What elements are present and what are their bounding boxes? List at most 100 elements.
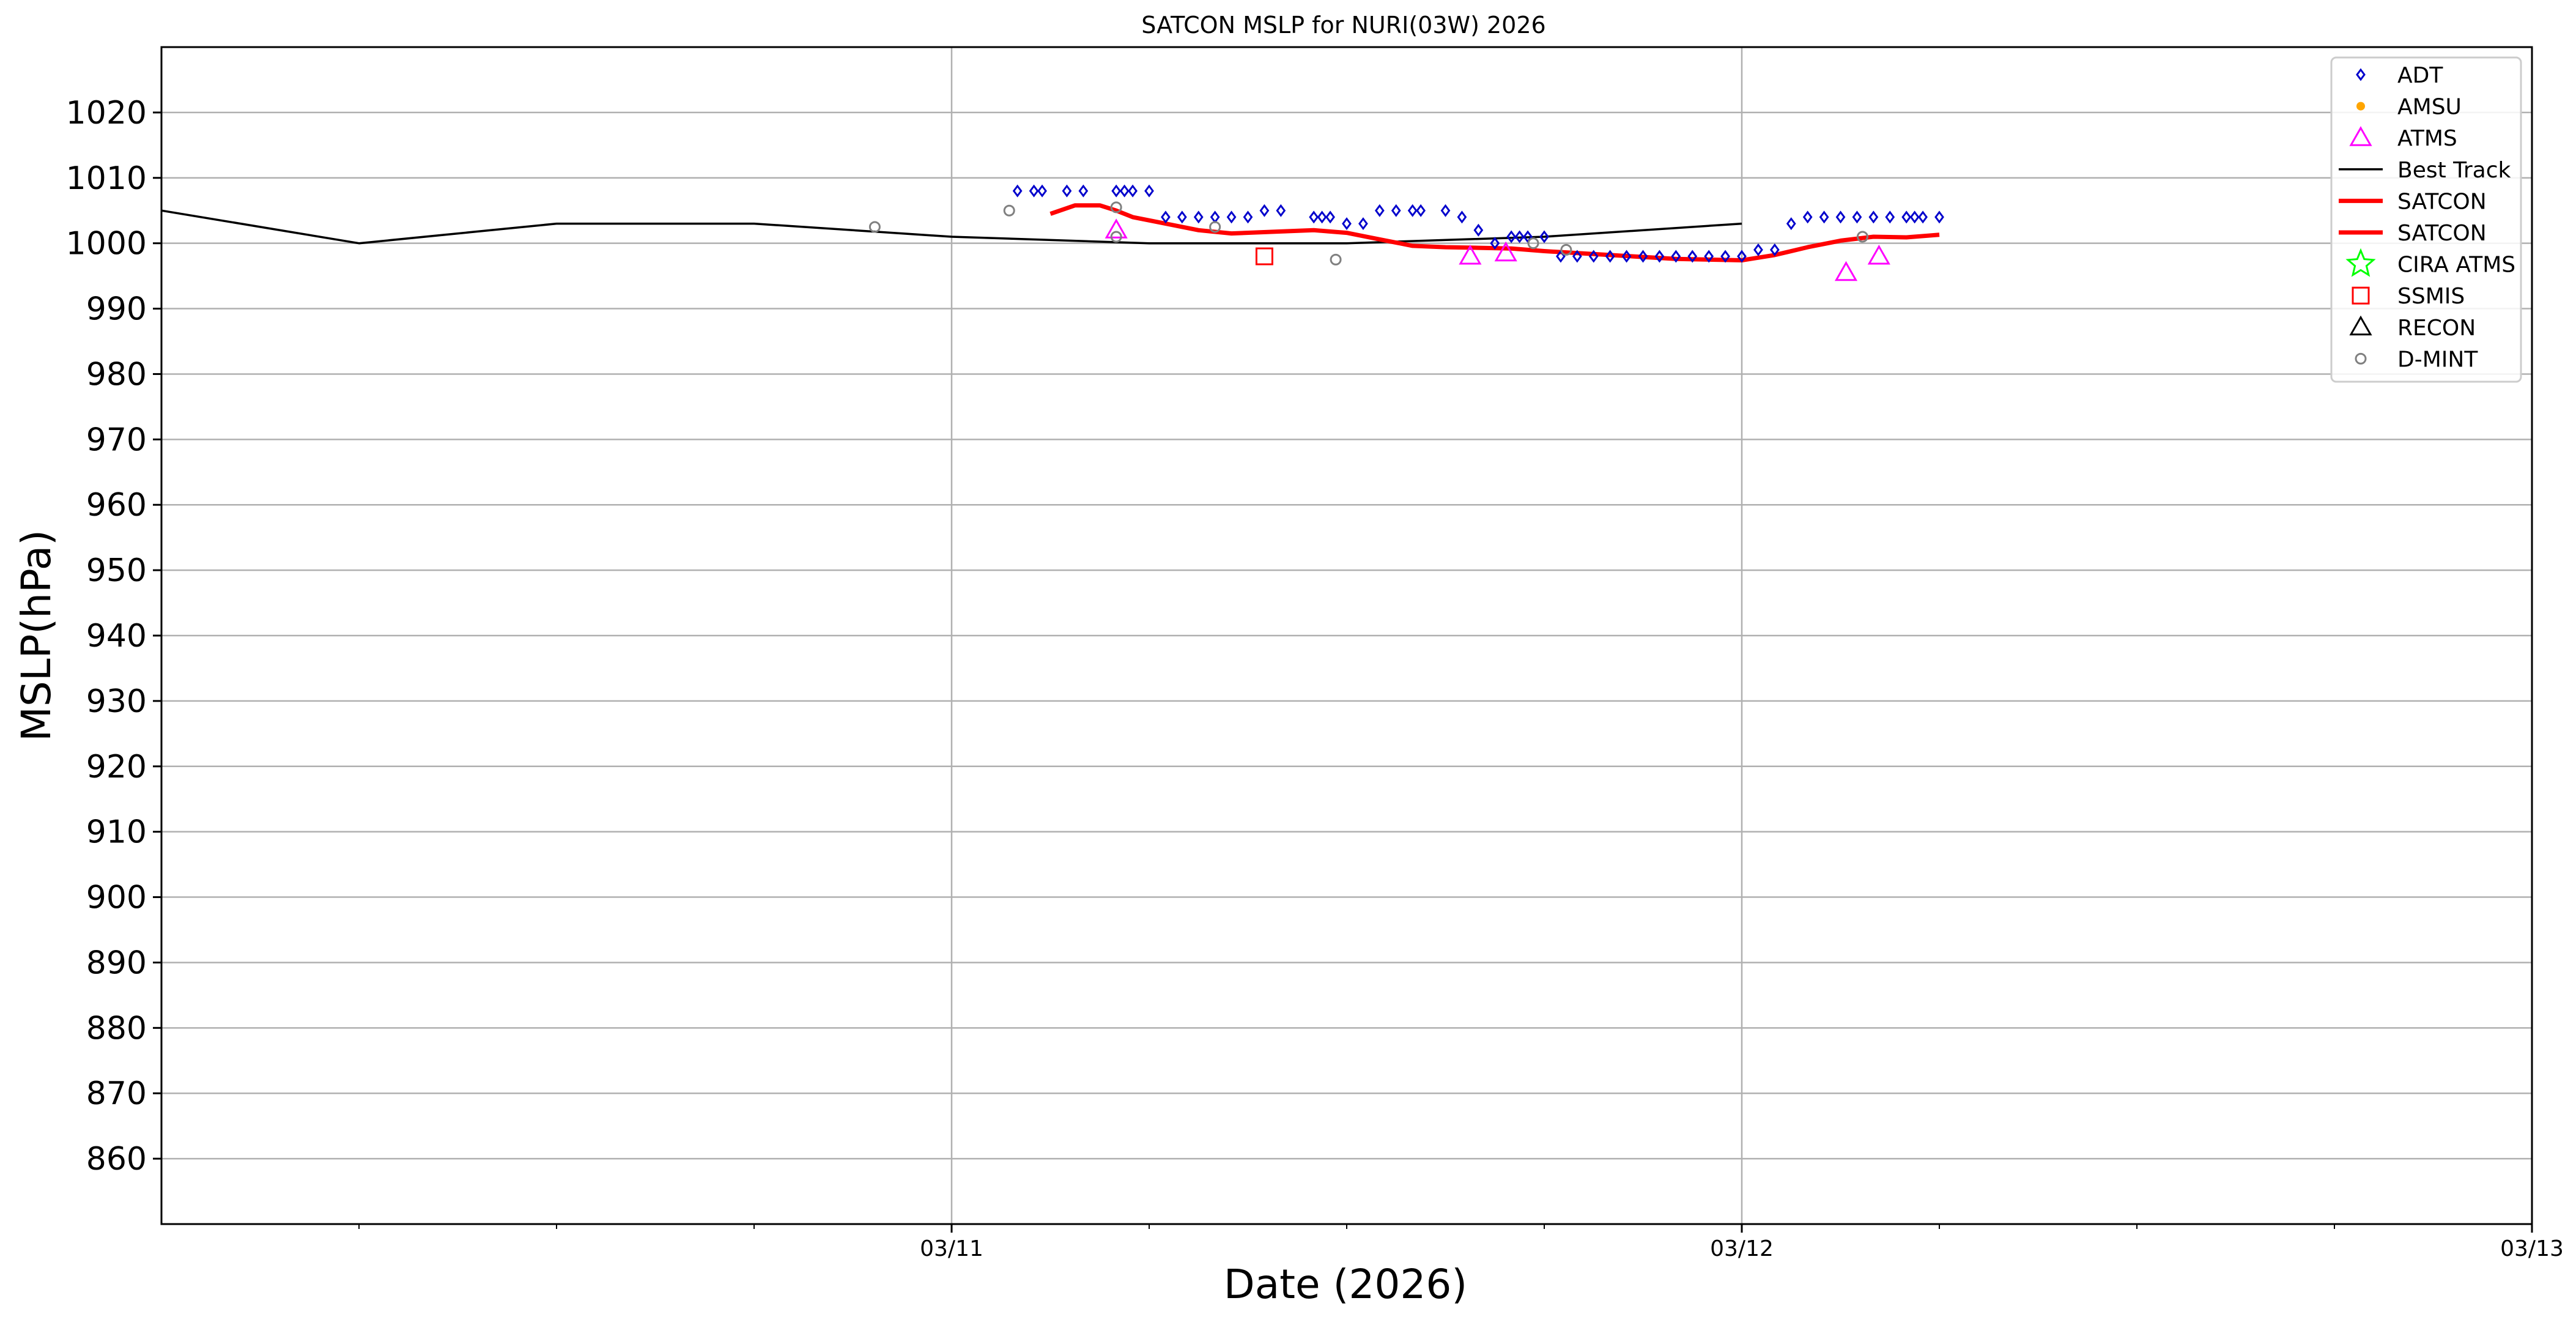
adt-point bbox=[1210, 210, 1220, 224]
y-tick-label: 980 bbox=[86, 356, 147, 393]
y-tick-label: 920 bbox=[86, 749, 147, 785]
adt-point bbox=[1317, 210, 1327, 224]
legend-label-best-track: Best Track bbox=[2397, 158, 2511, 183]
y-tick-label: 890 bbox=[86, 945, 147, 981]
adt-point bbox=[1934, 210, 1944, 224]
adt-point bbox=[1506, 230, 1517, 243]
adt-point bbox=[1621, 250, 1632, 263]
y-tick-label: 1020 bbox=[66, 95, 147, 132]
legend-swatch-adt bbox=[2356, 68, 2366, 81]
legend-label-d-mint: D-MINT bbox=[2397, 347, 2478, 372]
adt-point bbox=[1852, 210, 1862, 224]
y-tick-label: 950 bbox=[86, 552, 147, 589]
y-tick-label: 860 bbox=[86, 1141, 147, 1178]
adt-point bbox=[1416, 204, 1426, 217]
adt-point bbox=[1753, 243, 1763, 256]
legend-label-satcon: SATCON bbox=[2397, 189, 2487, 214]
y-axis-label: MSLP(hPa) bbox=[13, 530, 60, 741]
y-tick-label: 880 bbox=[86, 1010, 147, 1047]
legend-swatch-atms bbox=[2349, 126, 2372, 146]
adt-point bbox=[1687, 250, 1698, 263]
adt-point bbox=[1868, 210, 1879, 224]
x-tick-label: 03/13 bbox=[2500, 1236, 2564, 1261]
y-tick-label: 900 bbox=[86, 880, 147, 916]
adt-point bbox=[1671, 250, 1681, 263]
adt-point bbox=[1193, 210, 1204, 224]
y-tick-label: 910 bbox=[86, 814, 147, 851]
adt-point bbox=[1012, 184, 1023, 198]
d-mint-point bbox=[1110, 201, 1122, 213]
legend-box bbox=[2330, 56, 2522, 383]
ssmis-point bbox=[1255, 247, 1273, 265]
adt-point bbox=[1119, 184, 1130, 198]
adt-point bbox=[1037, 184, 1047, 198]
d-mint-point bbox=[1856, 231, 1868, 243]
adt-point bbox=[1588, 250, 1599, 263]
legend-swatch-amsu bbox=[2356, 102, 2365, 111]
adt-point bbox=[1704, 250, 1714, 263]
y-tick-label: 870 bbox=[86, 1075, 147, 1112]
adt-point bbox=[1802, 210, 1813, 224]
legend-label-ssmis: SSMIS bbox=[2397, 284, 2465, 309]
d-mint-point bbox=[1003, 204, 1015, 217]
adt-point bbox=[1909, 210, 1920, 224]
adt-point bbox=[1325, 210, 1335, 224]
d-mint-point bbox=[1209, 221, 1221, 233]
adt-point bbox=[1358, 217, 1368, 231]
adt-point bbox=[1457, 210, 1467, 224]
atms-point bbox=[1867, 245, 1890, 265]
d-mint-point bbox=[1560, 243, 1572, 256]
adt-point bbox=[1226, 210, 1237, 224]
adt-point bbox=[1638, 250, 1648, 263]
adt-point bbox=[1654, 250, 1665, 263]
atms-point bbox=[1834, 261, 1858, 281]
adt-point bbox=[1144, 184, 1154, 198]
satcon-line bbox=[1049, 203, 1940, 262]
adt-point bbox=[1111, 184, 1122, 198]
legend-swatch-recon bbox=[2349, 315, 2372, 336]
y-tick-label: 1000 bbox=[66, 226, 147, 262]
legend-swatch-ssmis bbox=[2352, 286, 2370, 305]
y-tick-label: 930 bbox=[86, 683, 147, 720]
legend-label-satcon: SATCON bbox=[2397, 221, 2487, 246]
y-tick-label: 970 bbox=[86, 421, 147, 458]
adt-point bbox=[1901, 210, 1912, 224]
adt-point bbox=[1720, 250, 1730, 263]
legend-label-adt: ADT bbox=[2397, 63, 2443, 88]
adt-point bbox=[1276, 204, 1286, 217]
adt-point bbox=[1473, 223, 1484, 237]
adt-point bbox=[1819, 210, 1829, 224]
adt-point bbox=[1539, 230, 1549, 243]
adt-point bbox=[1918, 210, 1928, 224]
x-tick-label: 03/11 bbox=[920, 1236, 983, 1261]
adt-point bbox=[1407, 204, 1418, 217]
adt-point bbox=[1737, 250, 1747, 263]
atms-point bbox=[1459, 245, 1482, 265]
adt-point bbox=[1440, 204, 1451, 217]
adt-point bbox=[1391, 204, 1401, 217]
y-tick-label: 1010 bbox=[66, 160, 147, 197]
adt-point bbox=[1309, 210, 1319, 224]
chart-title: SATCON MSLP for NURI(03W) 2026 bbox=[1141, 12, 1545, 39]
y-tick-label: 940 bbox=[86, 618, 147, 655]
series-layer bbox=[161, 184, 1944, 281]
best-track-line bbox=[161, 209, 1742, 245]
x-axis-label: Date (2026) bbox=[1224, 1261, 1467, 1308]
adt-point bbox=[1769, 243, 1780, 256]
x-tick-label: 03/12 bbox=[1710, 1236, 1774, 1261]
adt-point bbox=[1243, 210, 1253, 224]
adt-point bbox=[1259, 204, 1270, 217]
d-mint-point bbox=[1527, 237, 1539, 250]
adt-point bbox=[1885, 210, 1895, 224]
legend-swatch-d-mint bbox=[2355, 352, 2367, 365]
gridlines bbox=[161, 47, 2533, 1224]
adt-point bbox=[1177, 210, 1187, 224]
adt-point bbox=[1342, 217, 1352, 231]
adt-point bbox=[1062, 184, 1072, 198]
y-tick-label: 990 bbox=[86, 291, 147, 328]
d-mint-point bbox=[1110, 231, 1122, 243]
atms-point bbox=[1105, 218, 1128, 239]
x-axis: 03/11 03/12 03/13 bbox=[358, 1224, 2564, 1261]
adt-point bbox=[1374, 204, 1385, 217]
y-axis: 860 870 880 890 900 910 920 930 940 950 960 970 980 9… bbox=[66, 95, 161, 1178]
